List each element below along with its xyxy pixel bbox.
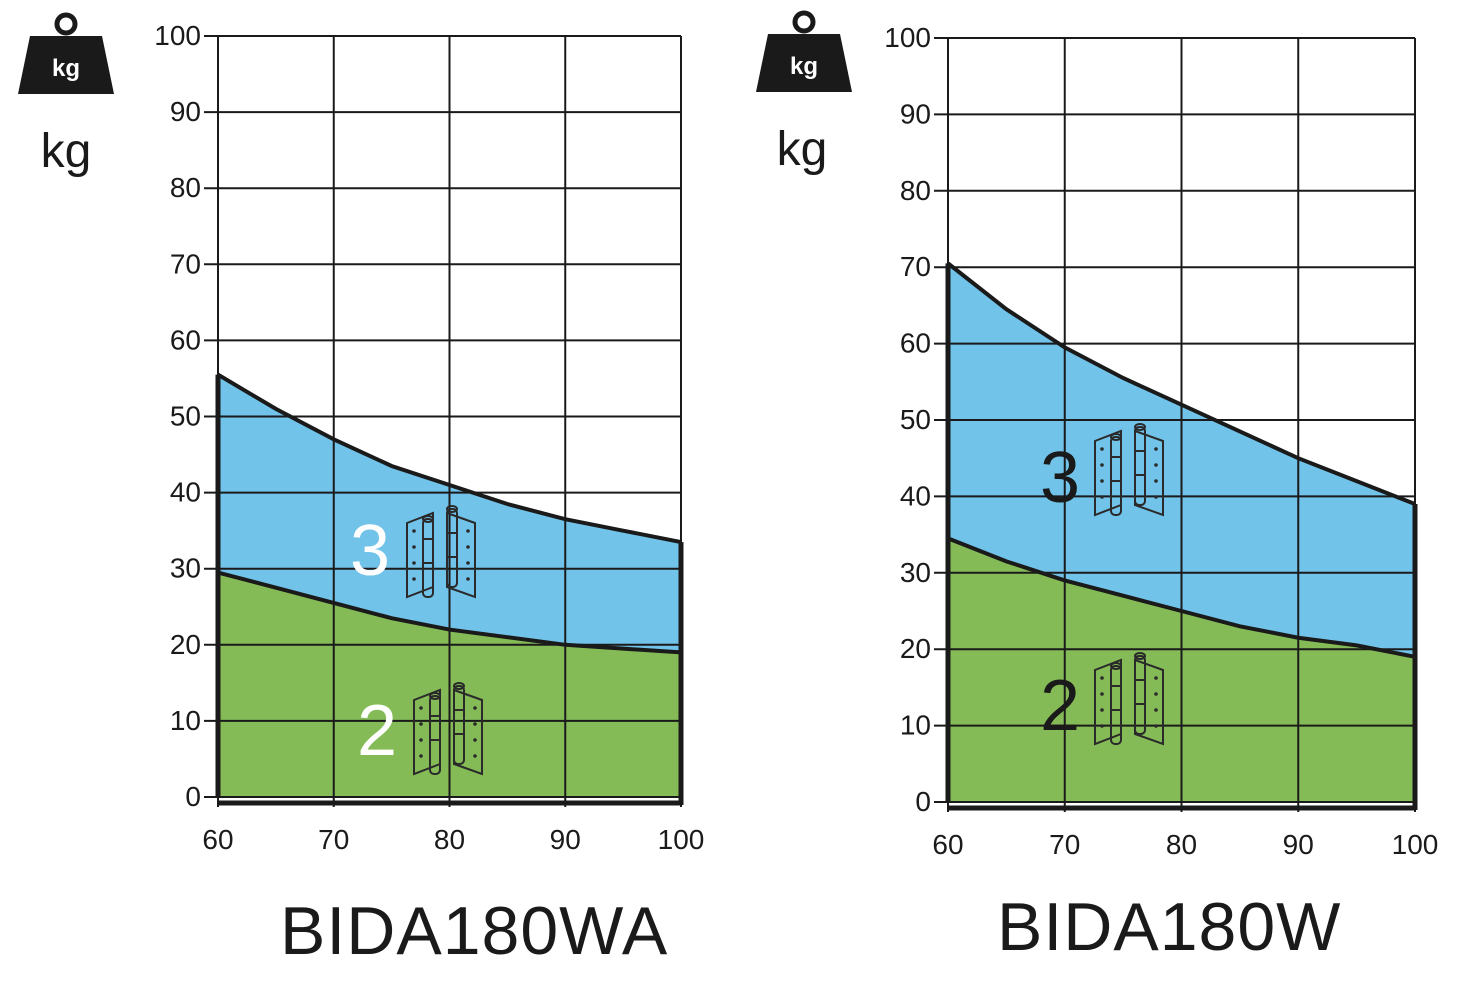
y-tick-label: 50 xyxy=(170,401,201,432)
series-line-3 xyxy=(216,372,682,545)
y-tick-label: 30 xyxy=(900,557,931,588)
chart-panel-bida180wa: kg kg 0 10 20 30 40 50 60 70 80 90 100 60 70 80 90 100 3… xyxy=(18,12,705,969)
y-tick-label: 40 xyxy=(170,477,201,508)
load-chart-plot: 0 10 20 30 40 50 60 70 80 90 100 60 70 80 90 100 3 2 xyxy=(884,22,1439,860)
y-tick-label: 20 xyxy=(900,633,931,664)
y-tick-label: 60 xyxy=(900,328,931,359)
double-action-hinge-icon xyxy=(1094,652,1164,746)
double-action-hinge-icon xyxy=(406,505,476,599)
x-tick-label: 60 xyxy=(202,824,233,855)
model-title: BIDA180W xyxy=(997,889,1342,965)
x-tick-label: 100 xyxy=(658,824,705,855)
x-tick-label: 70 xyxy=(1049,829,1080,860)
y-tick-label: 10 xyxy=(900,710,931,741)
y-tick-label: 90 xyxy=(900,98,931,129)
y-tick-label: 0 xyxy=(915,786,931,817)
region-label-2: 2 xyxy=(357,691,397,771)
y-tick-label: 100 xyxy=(884,22,931,53)
x-tick-label: 80 xyxy=(1166,829,1197,860)
model-title: BIDA180WA xyxy=(280,893,669,969)
x-tick-label: 60 xyxy=(932,829,963,860)
region-label-2: 2 xyxy=(1040,666,1080,746)
weight-kg-icon: kg xyxy=(756,10,852,92)
y-tick-label: 90 xyxy=(170,96,201,127)
y-tick-label: 100 xyxy=(154,20,201,51)
weight-kg-icon: kg xyxy=(18,12,114,94)
y-unit-label: kg xyxy=(776,123,828,176)
x-tick-label: 70 xyxy=(318,824,349,855)
series-line-2 xyxy=(947,536,1416,659)
x-tick-label: 80 xyxy=(434,824,465,855)
y-unit-label: kg xyxy=(40,125,92,178)
weight-icon-label: kg xyxy=(52,55,80,82)
y-tick-label: 60 xyxy=(170,324,201,355)
double-action-hinge-icon xyxy=(1094,423,1164,517)
y-tick-label: 70 xyxy=(900,251,931,282)
y-tick-label: 40 xyxy=(900,480,931,511)
y-tick-label: 80 xyxy=(170,172,201,203)
series-line-2 xyxy=(217,570,682,655)
chart-panel-bida180w: kg kg 0 10 20 30 40 50 60 70 80 90 100 60 70 80 90 100 3… xyxy=(735,0,1468,982)
y-tick-label: 50 xyxy=(900,404,931,435)
x-tick-label: 100 xyxy=(1392,829,1439,860)
region-label-3: 3 xyxy=(350,511,390,591)
y-tick-label: 0 xyxy=(185,781,201,812)
y-tick-label: 80 xyxy=(900,175,931,206)
y-tick-label: 10 xyxy=(170,705,201,736)
region-label-3: 3 xyxy=(1040,438,1080,518)
series-line-3 xyxy=(946,261,1416,506)
x-tick-label: 90 xyxy=(550,824,581,855)
y-tick-label: 70 xyxy=(170,248,201,279)
weight-icon-label: kg xyxy=(790,53,818,80)
x-tick-label: 90 xyxy=(1283,829,1314,860)
y-tick-label: 30 xyxy=(170,553,201,584)
y-tick-label: 20 xyxy=(170,629,201,660)
load-chart-plot: 0 10 20 30 40 50 60 70 80 90 100 60 70 80 90 100 3 2 xyxy=(154,20,705,855)
double-action-hinge-icon xyxy=(413,682,483,776)
